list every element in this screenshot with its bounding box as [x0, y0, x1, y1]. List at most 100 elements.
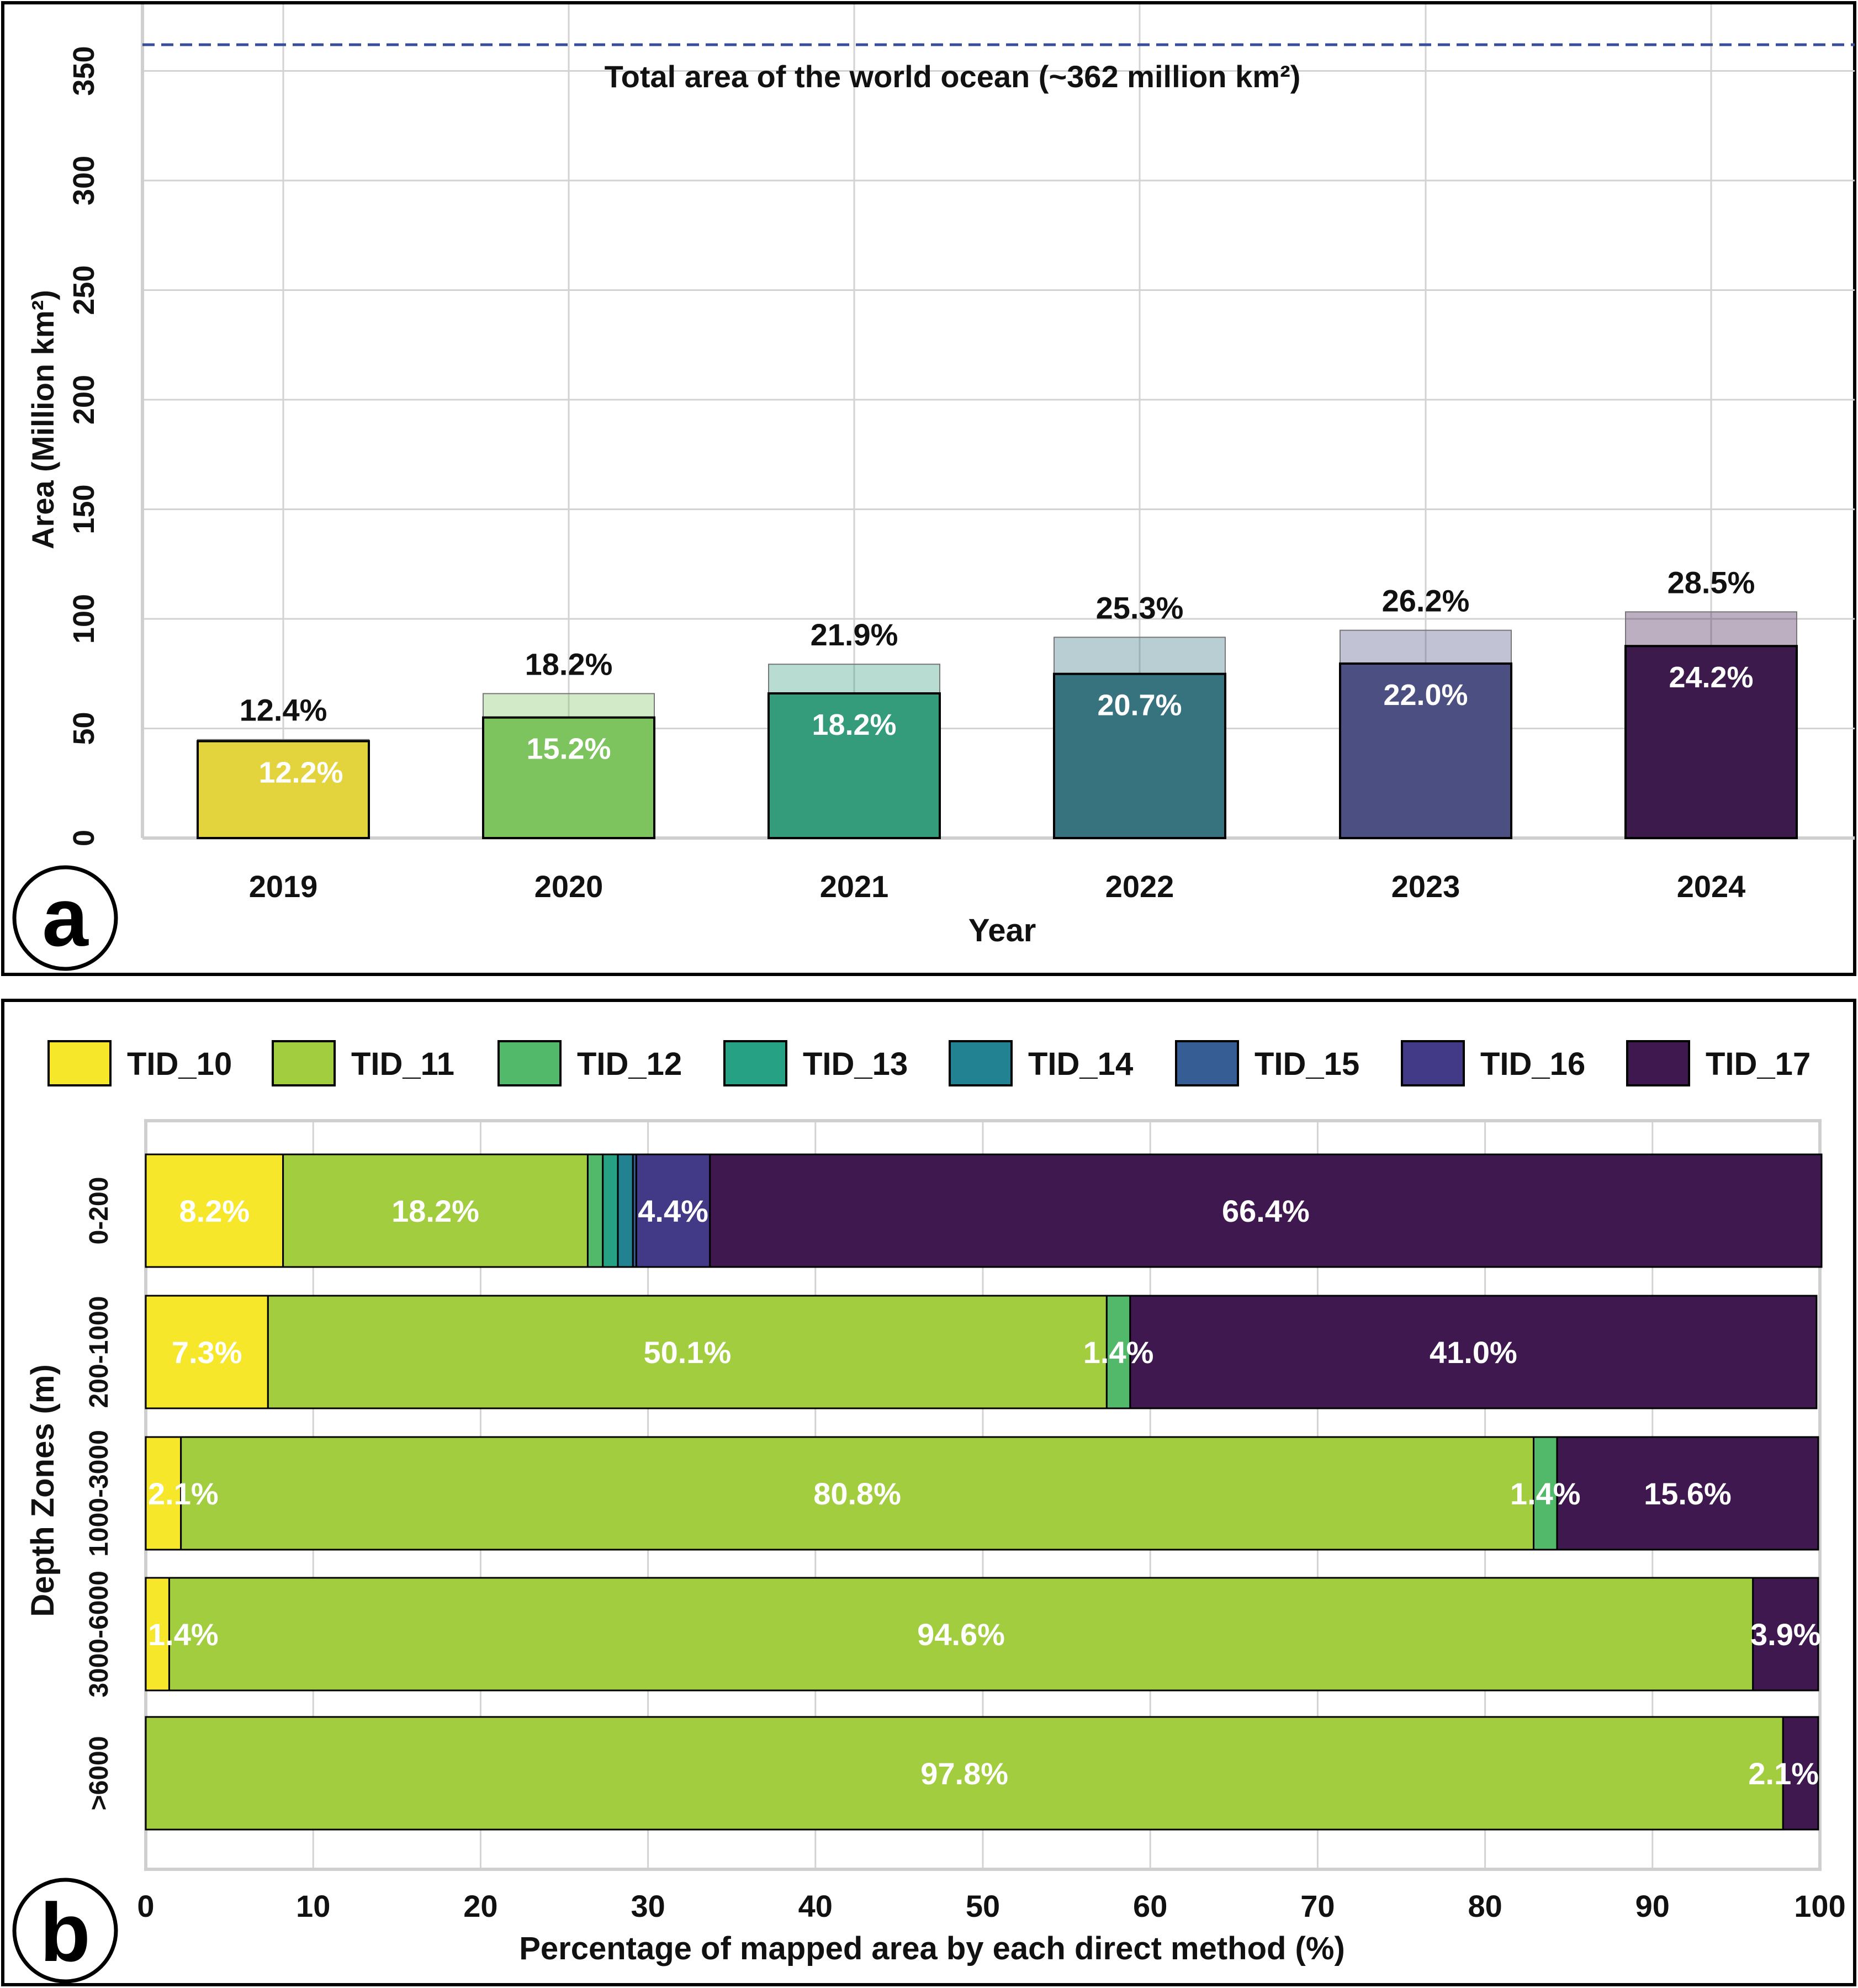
- segment-0-200-tid-14: [617, 1153, 634, 1268]
- segment-1000-3000-tid-17: [1556, 1436, 1819, 1551]
- panel-a-y-tick-250: 250: [67, 265, 100, 315]
- panel-a-y-tick-300: 300: [67, 156, 100, 205]
- segment-label-6000-tid-11: 97.8%: [920, 1756, 1008, 1791]
- segment-200-1000-tid-11: [267, 1295, 1108, 1409]
- mapped-percent-label-2022: 20.7%: [1097, 689, 1182, 722]
- panel-b-chart: TID_10 TID_11 TID_12 TID_13 TID_14 TID_15 TID_…: [12, 1040, 1846, 1984]
- legend-label-tid-12: TID_12: [577, 1046, 682, 1082]
- panel-b-x-tick-80: 80: [1468, 1889, 1502, 1923]
- panel-b-badge-circle: [12, 1878, 118, 1984]
- panel-a-badge-letter: a: [42, 871, 89, 963]
- panel-a-gridlines: [142, 4, 1855, 839]
- mapped-percent-label-2019: 12.2%: [258, 756, 343, 789]
- panel-b-y-tick-1000-3000: 1000-3000: [84, 1430, 114, 1557]
- panel-a-y-tick-0: 0: [67, 830, 100, 846]
- bar-mapped-2020: [482, 716, 655, 840]
- panel-b-x-tick-0: 0: [137, 1889, 154, 1923]
- mapped-percent-label-2024: 24.2%: [1669, 661, 1753, 694]
- panel-b-x-tick-60: 60: [1133, 1889, 1167, 1923]
- legend-label-tid-11: TID_11: [351, 1046, 454, 1082]
- panel-a-y-tick-labels: 0 50 100 150 200 250 300 350: [67, 46, 100, 846]
- panel-b-legend: TID_10 TID_11 TID_12 TID_13 TID_14 TID_15 TID_…: [47, 1040, 1811, 1086]
- segment-200-1000-tid-10: [145, 1295, 269, 1409]
- bar-mapped-2022: [1053, 672, 1226, 839]
- panel-a-y-tick-200: 200: [67, 375, 100, 425]
- segment-label-0-200-tid-17: 66.4%: [1222, 1194, 1310, 1228]
- total-percent-label-2022: 25.3%: [1096, 590, 1184, 625]
- bar-mapped-2019: [197, 740, 370, 839]
- segment-label-0-200-tid-16: 4.4%: [638, 1194, 708, 1228]
- panel-a-x-axis-title: Year: [968, 913, 1036, 948]
- segment-label-0-200-tid-11: 18.2%: [391, 1194, 479, 1228]
- panel-b-y-tick-0-200: 0-200: [84, 1177, 114, 1245]
- panel-a-badge-circle: [12, 865, 118, 971]
- panel-b-x-tick-labels: 0 10 20 30 40 50 60 70 80 90 100: [137, 1889, 1845, 1923]
- panel-b-x-axis-title: Percentage of mapped area by each direct…: [519, 1931, 1345, 1966]
- segment-label-6000-tid-17: 2.1%: [1748, 1756, 1819, 1791]
- panel-a-x-tick-2019: 2019: [249, 869, 318, 904]
- panel-b-x-tick-100: 100: [1794, 1889, 1845, 1923]
- segment-label-1000-3000-tid-10: 2.1%: [148, 1476, 219, 1511]
- segment-200-1000-tid-17: [1129, 1295, 1818, 1409]
- segment-label-200-1000-tid-11: 50.1%: [643, 1335, 731, 1370]
- total-percent-label-2019: 12.4%: [240, 693, 327, 728]
- segment-label-200-1000-tid-12: 1.4%: [1083, 1335, 1154, 1370]
- panel-b-stacked-bars: [145, 1153, 1823, 1831]
- panel-b-badge-letter: b: [40, 1886, 91, 1979]
- legend-label-tid-15: TID_15: [1254, 1046, 1359, 1082]
- legend-swatch-tid-11: [272, 1040, 336, 1086]
- total-percent-label-2023: 26.2%: [1382, 584, 1470, 618]
- segment-0-200-tid-17: [709, 1153, 1823, 1268]
- panel-b-x-tick-90: 90: [1635, 1889, 1670, 1923]
- legend-swatch-tid-13: [723, 1040, 787, 1086]
- segment-0-200-tid-13: [602, 1153, 619, 1268]
- segment-label-3000-6000-tid-10: 1.4%: [148, 1617, 219, 1652]
- segment-1000-3000-tid-12: [1533, 1436, 1558, 1551]
- panel-a-y-tick-350: 350: [67, 46, 100, 96]
- panel-b-y-tick-200-1000: 200-1000: [84, 1296, 114, 1408]
- panel-b-x-tick-50: 50: [966, 1889, 1000, 1923]
- legend-swatch-tid-12: [497, 1040, 562, 1086]
- panel-b-x-tick-20: 20: [463, 1889, 497, 1923]
- segment-0-200-tid-11: [282, 1153, 589, 1268]
- panel-b-x-tick-70: 70: [1300, 1889, 1335, 1923]
- legend-swatch-tid-15: [1175, 1040, 1239, 1086]
- legend-swatch-tid-17: [1626, 1040, 1690, 1086]
- segment-label-1000-3000-tid-12: 1.4%: [1510, 1476, 1581, 1511]
- panel-a-axes: [141, 4, 1855, 840]
- legend-label-tid-14: TID_14: [1028, 1046, 1133, 1082]
- bar-mapped-2021: [767, 692, 941, 839]
- panel-b-x-tick-30: 30: [631, 1889, 665, 1923]
- panel-b-segment-labels: 8.2% 18.2% 4.4% 66.4% 7.3% 50.1% 1.4% 41.0% 2.1%…: [148, 1194, 1821, 1791]
- panel-a-y-tick-100: 100: [67, 594, 100, 644]
- segment-1000-3000-tid-11: [180, 1436, 1535, 1551]
- segment-0-200-tid-12: [586, 1153, 604, 1268]
- panel-a-x-tick-labels: 2019 2020 2021 2022 2023 2024: [249, 869, 1746, 904]
- segment-6000-tid-11: [145, 1716, 1784, 1831]
- panel-b-x-tick-40: 40: [798, 1889, 833, 1923]
- panel-a-bar-labels: 12.4% 12.2% 18.2% 15.2% 21.9% 18.2% 25.3% 20.7%…: [240, 565, 1755, 789]
- panel-a-x-tick-2023: 2023: [1391, 869, 1460, 904]
- panel-b-y-axis-title: Depth Zones (m): [25, 1364, 61, 1617]
- segment-label-1000-3000-tid-11: 80.8%: [813, 1476, 901, 1511]
- panel-a-x-tick-2022: 2022: [1105, 869, 1174, 904]
- segment-3000-6000-tid-11: [168, 1577, 1754, 1692]
- mapped-percent-label-2021: 18.2%: [812, 708, 896, 741]
- segment-label-3000-6000-tid-11: 94.6%: [917, 1617, 1005, 1652]
- bar-mapped-2023: [1339, 662, 1512, 840]
- mapped-percent-label-2020: 15.2%: [526, 733, 611, 766]
- segment-3000-6000-tid-17: [1752, 1577, 1819, 1692]
- bar-mapped-2024: [1624, 645, 1798, 840]
- panel-a-bars: [197, 611, 1798, 840]
- legend-swatch-tid-16: [1401, 1040, 1465, 1086]
- legend-label-tid-13: TID_13: [803, 1046, 908, 1082]
- panel-a-y-tick-150: 150: [67, 484, 100, 534]
- panel-a-y-tick-50: 50: [67, 712, 100, 745]
- panel-a-x-tick-2021: 2021: [820, 869, 889, 904]
- legend-swatch-tid-14: [949, 1040, 1013, 1086]
- segment-label-200-1000-tid-17: 41.0%: [1430, 1335, 1517, 1370]
- panel-b-y-tick-6000: >6000: [84, 1736, 114, 1811]
- panel-b-x-tick-10: 10: [296, 1889, 330, 1923]
- total-percent-label-2024: 28.5%: [1668, 565, 1755, 600]
- segment-1000-3000-tid-10: [145, 1436, 182, 1551]
